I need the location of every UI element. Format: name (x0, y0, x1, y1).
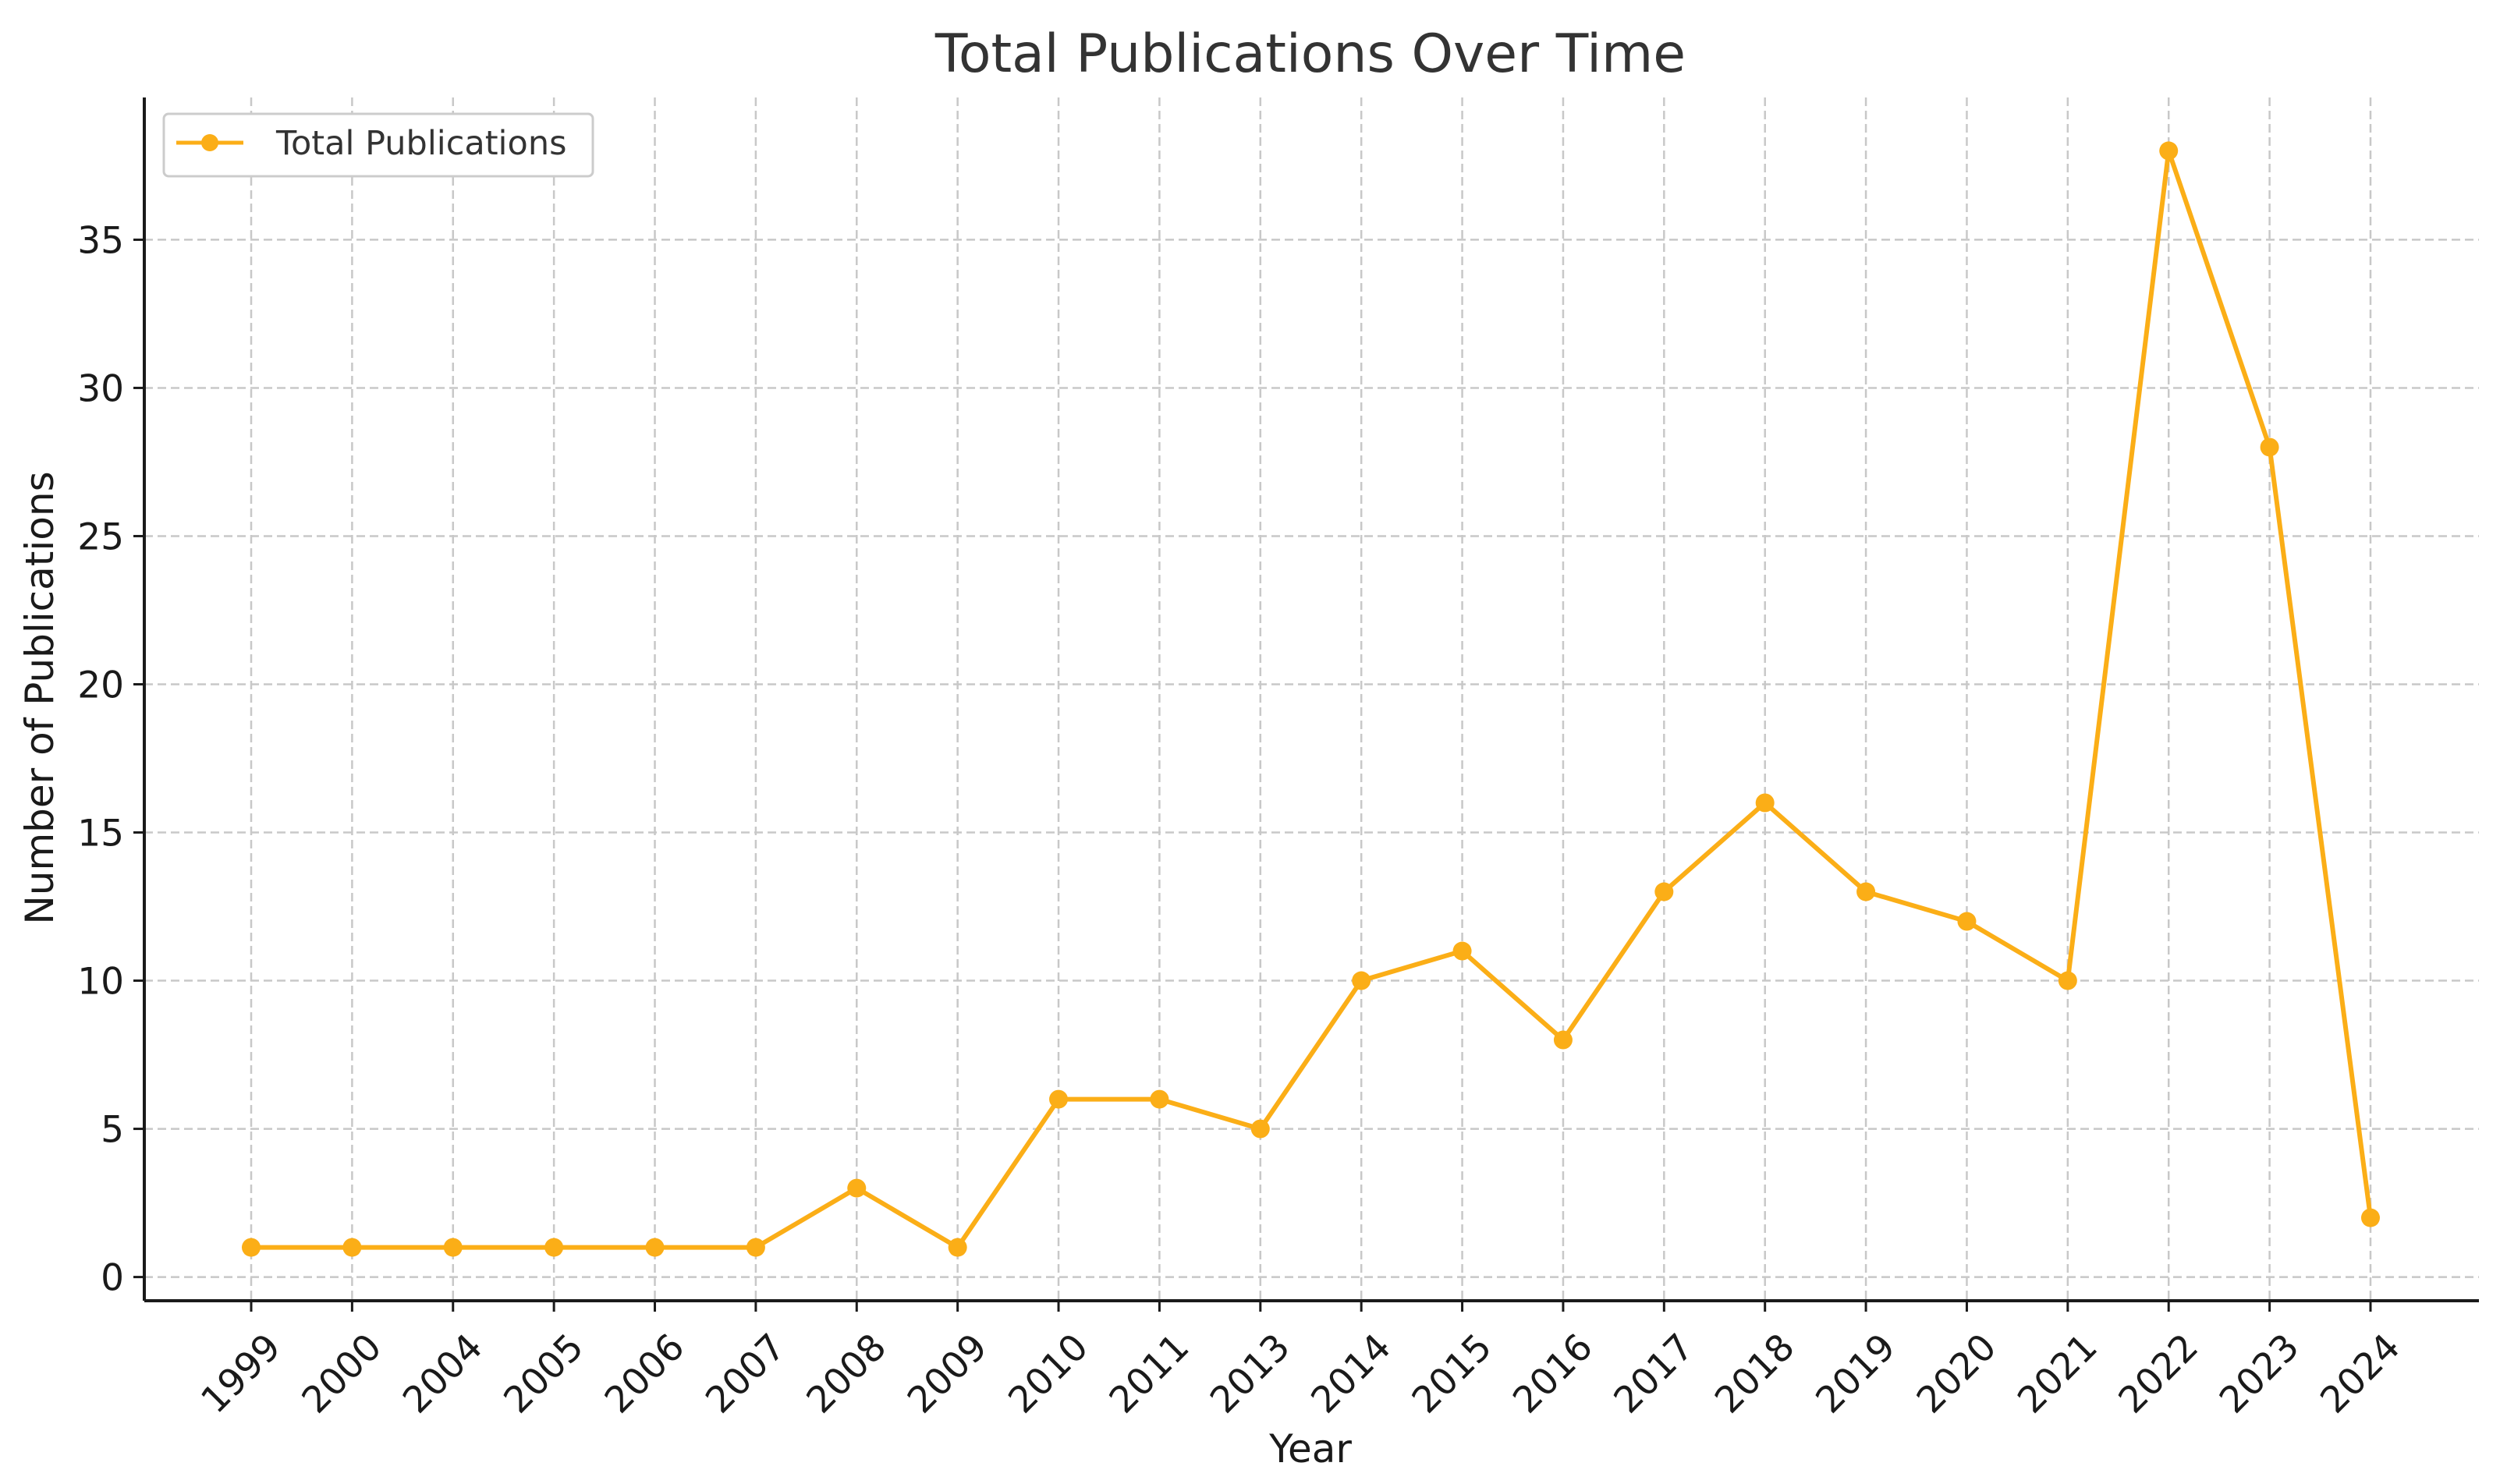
data-point-2013 (1250, 1119, 1270, 1139)
labels-layer: Total Publications Over Time Year Number… (17, 23, 1686, 1472)
data-point-2021 (2058, 971, 2077, 990)
data-point-2016 (1553, 1030, 1573, 1050)
y-tick-label-15: 15 (77, 813, 124, 855)
y-tick-label-35: 35 (77, 219, 124, 262)
data-point-2020 (1957, 912, 1977, 931)
data-point-2000 (342, 1238, 362, 1257)
y-tick-label-30: 30 (77, 367, 124, 410)
legend-marker-swatch (201, 134, 218, 151)
y-tick-label-5: 5 (101, 1109, 124, 1152)
data-point-2005 (544, 1238, 564, 1257)
data-point-2006 (645, 1238, 665, 1257)
legend-box (162, 112, 594, 178)
y-tick-label-0: 0 (101, 1257, 124, 1300)
data-point-2015 (1452, 941, 1472, 961)
y-tick-label-10: 10 (77, 961, 124, 1004)
data-point-2023 (2260, 437, 2279, 457)
data-point-2017 (1654, 882, 1674, 901)
y-axis-label: Number of Publications (17, 471, 62, 924)
y-tick-label-20: 20 (77, 664, 124, 707)
chart-title: Total Publications Over Time (934, 23, 1686, 85)
data-point-2022 (2159, 141, 2179, 161)
data-point-2010 (1049, 1089, 1069, 1109)
data-point-2018 (1755, 793, 1775, 813)
series-layer (242, 141, 2380, 1257)
data-point-2014 (1352, 971, 1371, 990)
legend: Total Publications (162, 112, 594, 178)
series-line-total-publications (249, 148, 2373, 1250)
data-point-2019 (1856, 882, 1876, 901)
x-axis-label: Year (1268, 1426, 1352, 1472)
data-point-2004 (443, 1238, 463, 1257)
legend-label: Total Publications (275, 124, 566, 163)
data-point-2024 (2360, 1208, 2380, 1227)
data-point-2009 (948, 1238, 967, 1257)
grid (144, 97, 2479, 1301)
data-point-2007 (746, 1238, 765, 1257)
y-tick-label-25: 25 (77, 515, 124, 558)
data-point-2008 (847, 1178, 867, 1198)
data-point-1999 (242, 1238, 261, 1257)
data-point-2011 (1150, 1089, 1169, 1109)
